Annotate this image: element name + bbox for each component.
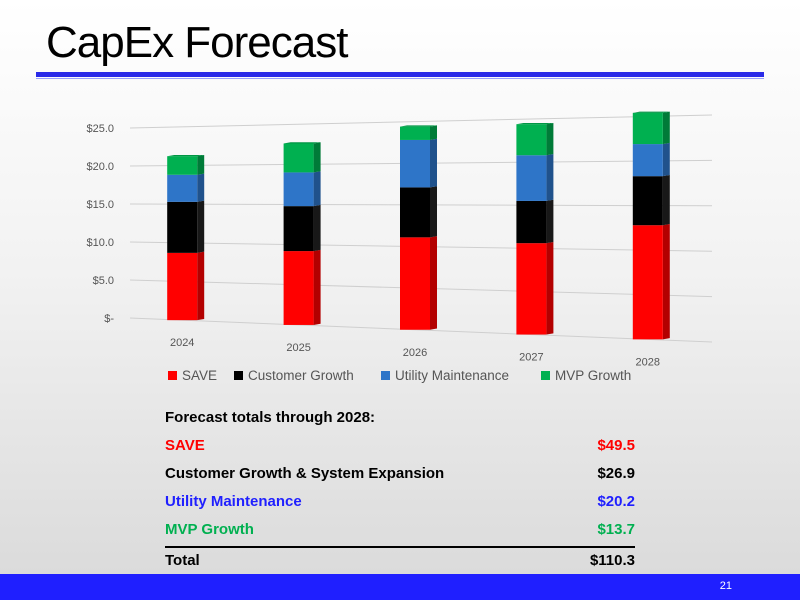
summary-value-utility-maintenance: $20.2 bbox=[597, 493, 635, 510]
bar-customer-growth-2027 bbox=[516, 200, 547, 244]
summary-value-customer-growth: $26.9 bbox=[597, 465, 635, 482]
bar-side-save bbox=[197, 251, 205, 321]
bar-utility-maintenance-2028 bbox=[632, 144, 663, 177]
y-tick-label: $- bbox=[104, 313, 114, 325]
summary-row-mvp-growth: MVP Growth $13.7 bbox=[165, 516, 635, 544]
gridline bbox=[129, 114, 713, 129]
bar-top bbox=[167, 155, 205, 157]
legend-label: Utility Maintenance bbox=[395, 368, 509, 383]
bar-save-2028 bbox=[632, 225, 663, 340]
summary-value-save: $49.5 bbox=[597, 437, 635, 454]
bar-side-customer-growth bbox=[662, 174, 670, 226]
bar-mvp-growth-2026 bbox=[400, 126, 430, 140]
forecast-summary-table: Forecast totals through 2028: SAVE $49.5… bbox=[165, 406, 635, 574]
bar-side-customer-growth bbox=[313, 204, 321, 252]
bar-save-2027 bbox=[516, 243, 547, 335]
bar-side-mvp-growth bbox=[197, 155, 205, 175]
summary-row-save: SAVE $49.5 bbox=[165, 432, 635, 460]
bar-top bbox=[400, 125, 437, 127]
bar-side-utility-maintenance bbox=[430, 138, 437, 188]
gridline bbox=[129, 317, 713, 343]
bar-customer-growth-2024 bbox=[167, 201, 198, 253]
bar-side-utility-maintenance bbox=[662, 142, 670, 177]
bar-save-2026 bbox=[400, 237, 430, 330]
bar-utility-maintenance-2027 bbox=[516, 155, 547, 201]
bar-side-save bbox=[313, 249, 321, 325]
legend-swatch bbox=[381, 371, 390, 380]
summary-label-save: SAVE bbox=[165, 437, 205, 454]
bar-mvp-growth-2027 bbox=[516, 124, 547, 156]
bar-top bbox=[516, 123, 554, 125]
bar-utility-maintenance-2025 bbox=[283, 172, 314, 207]
bar-side-save bbox=[546, 241, 554, 335]
summary-label-customer-growth: Customer Growth & System Expansion bbox=[165, 465, 445, 482]
y-tick-label: $15.0 bbox=[86, 199, 114, 211]
summary-label-total: Total bbox=[165, 552, 200, 569]
bar-mvp-growth-2028 bbox=[632, 112, 663, 145]
x-tick-label: 2027 bbox=[519, 352, 543, 364]
bar-side-customer-growth bbox=[546, 199, 554, 244]
capex-stacked-bar-chart: $- $5.0 $10.0 $15.0 $20.0 $25.0 2024 2025 2026 20… bbox=[86, 111, 713, 383]
x-tick-label: 2028 bbox=[636, 356, 660, 368]
summary-value-total: $110.3 bbox=[589, 552, 635, 569]
summary-value-mvp-growth: $13.7 bbox=[597, 521, 635, 538]
x-tick-label: 2026 bbox=[403, 347, 427, 359]
bar-side-utility-maintenance bbox=[313, 171, 321, 207]
bar-customer-growth-2026 bbox=[400, 187, 430, 238]
legend-swatch bbox=[541, 371, 550, 380]
bar-side-mvp-growth bbox=[662, 111, 670, 145]
page-number: 21 bbox=[719, 580, 732, 592]
bar-side-save bbox=[662, 224, 670, 340]
summary-row-utility-maintenance: Utility Maintenance $20.2 bbox=[165, 488, 635, 516]
summary-label-mvp-growth: MVP Growth bbox=[165, 521, 254, 538]
summary-row-customer-growth: Customer Growth & System Expansion $26.9 bbox=[165, 460, 635, 488]
title-underline-shadow bbox=[36, 78, 764, 79]
bar-side-save bbox=[430, 236, 437, 330]
footer-bar: 21 bbox=[0, 574, 800, 600]
bar-top bbox=[283, 142, 321, 144]
bar-utility-maintenance-2026 bbox=[400, 139, 430, 188]
bar-side-customer-growth bbox=[430, 186, 437, 238]
bar-utility-maintenance-2024 bbox=[167, 174, 198, 202]
legend-label: MVP Growth bbox=[555, 368, 631, 383]
bar-mvp-growth-2024 bbox=[167, 156, 198, 175]
bar-save-2025 bbox=[283, 251, 314, 325]
title-underline bbox=[36, 72, 764, 77]
bar-side-customer-growth bbox=[197, 200, 205, 253]
slide-title: CapEx Forecast bbox=[46, 18, 348, 67]
y-tick-label: $25.0 bbox=[86, 123, 114, 135]
summary-label-utility-maintenance: Utility Maintenance bbox=[165, 493, 302, 510]
bar-save-2024 bbox=[167, 252, 198, 321]
bar-mvp-growth-2025 bbox=[283, 143, 314, 173]
x-tick-label: 2025 bbox=[286, 342, 310, 354]
summary-heading: Forecast totals through 2028: bbox=[165, 409, 376, 426]
bar-side-mvp-growth bbox=[430, 125, 437, 140]
y-tick-label: $10.0 bbox=[86, 237, 114, 249]
summary-row-total: Total $110.3 bbox=[165, 546, 635, 574]
y-tick-label: $20.0 bbox=[86, 161, 114, 173]
legend-swatch bbox=[168, 371, 177, 380]
y-tick-label: $5.0 bbox=[93, 275, 114, 287]
legend-label: Customer Growth bbox=[248, 368, 354, 383]
bar-top bbox=[632, 111, 670, 113]
bar-customer-growth-2028 bbox=[632, 176, 663, 226]
bar-customer-growth-2025 bbox=[283, 206, 314, 252]
bar-side-mvp-growth bbox=[546, 123, 554, 156]
bar-side-utility-maintenance bbox=[546, 154, 554, 201]
legend-swatch bbox=[234, 371, 243, 380]
bar-side-utility-maintenance bbox=[197, 173, 205, 202]
x-tick-label: 2024 bbox=[170, 337, 194, 349]
legend-label: SAVE bbox=[182, 368, 217, 383]
bar-side-mvp-growth bbox=[313, 142, 321, 173]
